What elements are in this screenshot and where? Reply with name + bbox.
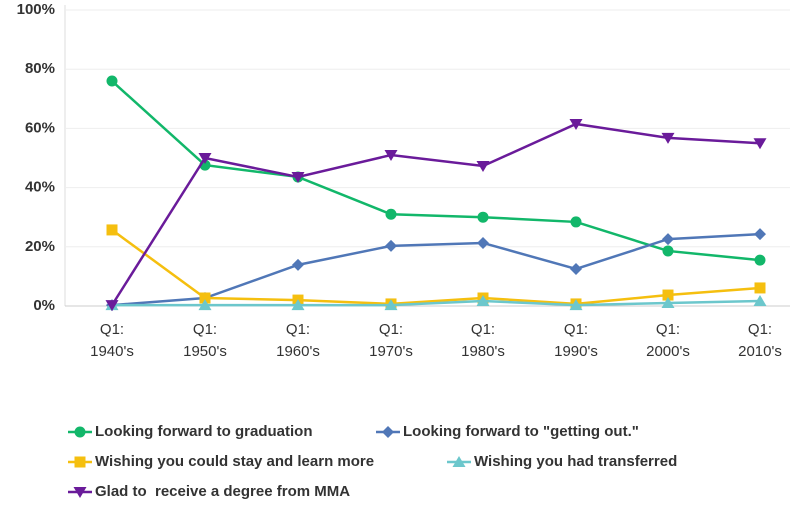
marker [452,456,466,467]
marker [476,294,490,306]
x-tick-label: Q1: 1990's [554,321,598,360]
series-line [111,80,761,262]
marker [199,292,211,304]
marker [570,263,582,275]
marker [106,224,118,236]
marker [198,299,212,311]
marker [73,487,87,498]
marker [74,456,86,468]
marker [106,75,118,87]
y-tick-label: 100% [17,1,55,18]
x-tick-label: Q1: 1950's [183,321,227,360]
marker [569,118,583,130]
marker [662,233,674,246]
y-tick-label: 0% [33,297,55,314]
legend-label: Glad to receive a degree from MMA [95,483,350,500]
y-tick-label: 80% [25,60,55,77]
marker [385,239,397,252]
marker [385,208,397,220]
legend-label: Looking forward to "getting out." [403,423,639,440]
x-tick-label: Q1: 1940's [90,321,134,360]
marker [753,138,767,150]
marker [661,132,675,144]
marker [754,254,766,266]
legend-label: Wishing you could stay and learn more [95,453,374,470]
marker [198,153,212,164]
legend-item: Glad to receive a degree from MMA [68,483,350,500]
marker [754,282,766,294]
y-tick-label: 40% [25,179,55,196]
marker [662,245,674,257]
marker [384,299,398,311]
marker [476,160,490,172]
marker [477,236,489,249]
marker [384,150,398,162]
x-tick-label: Q1: 2010's [738,321,782,360]
y-tick-label: 60% [25,119,55,136]
marker [662,289,674,301]
legend-item: Looking forward to "getting out." [376,423,639,440]
legend-label: Wishing you had transferred [474,453,677,470]
series-line [111,232,761,307]
legend-item: Wishing you could stay and learn more [68,453,374,470]
marker [105,300,119,312]
marker [753,294,767,306]
marker [292,258,304,271]
legend-label: Looking forward to graduation [95,423,313,440]
marker [477,211,489,223]
legend-item: Looking forward to graduation [68,423,313,440]
x-tick-label: Q1: 1970's [369,321,413,360]
marker [570,216,582,228]
marker [382,426,394,438]
y-tick-label: 20% [25,238,55,255]
marker [291,299,305,311]
x-tick-label: Q1: 1960's [276,321,320,360]
marker [74,426,86,438]
x-tick-label: Q1: 2000's [646,321,690,360]
marker [291,171,305,183]
x-tick-label: Q1: 1980's [461,321,505,360]
marker [661,297,675,309]
legend-item: Wishing you had transferred [447,453,677,470]
series-line [111,228,761,306]
marker [754,228,766,241]
series-line [110,122,761,306]
marker [569,299,583,311]
series-line [112,299,761,307]
